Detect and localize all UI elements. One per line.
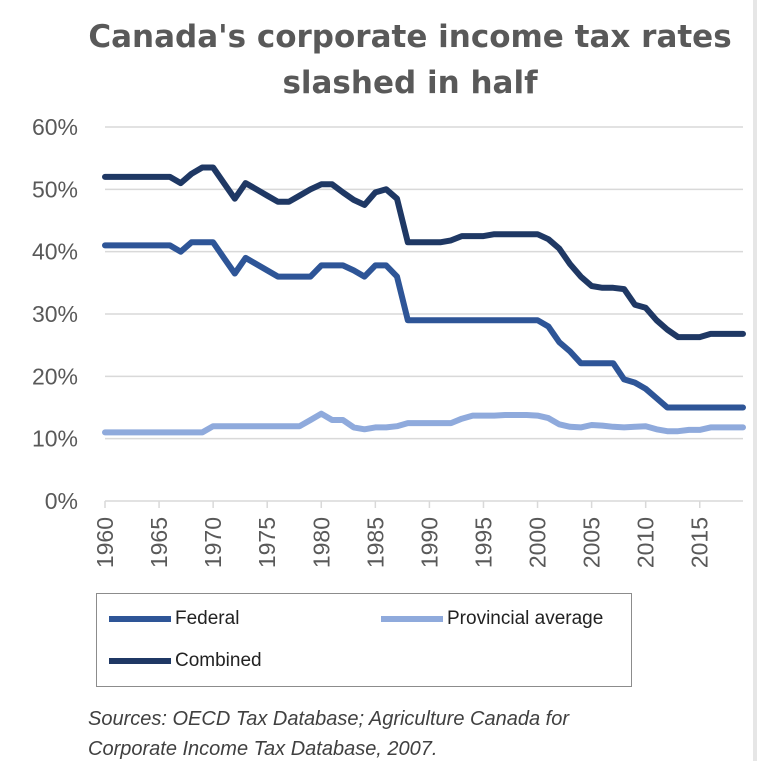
chart-title-line-1: Canada's corporate income tax rates [88, 19, 732, 55]
legend-item-combined: Combined [109, 650, 262, 672]
legend-label-federal: Federal [175, 608, 240, 629]
x-tick-label: 1985 [362, 517, 388, 568]
line-chart: 0% 10% 20% 30% 40% 50% 60% 1960 1965 1970 1975 1980… [32, 114, 746, 568]
series-line-provincial [102, 410, 746, 436]
legend-label-provincial: Provincial average [447, 608, 604, 629]
x-tick-label: 2010 [633, 517, 659, 568]
x-tick-label: 1965 [146, 517, 172, 568]
legend: Federal Provincial average Combined [96, 593, 632, 687]
legend-label-combined: Combined [175, 650, 262, 671]
y-tick-label: 40% [32, 239, 78, 265]
x-tick-label: 1975 [254, 517, 280, 568]
source-note: Sources: OECD Tax Database; Agriculture … [88, 704, 728, 764]
chart-title: Canada's corporate income tax rates slas… [70, 14, 750, 106]
chart-title-line-2: slashed in half [282, 65, 538, 101]
legend-item-provincial: Provincial average [381, 608, 603, 630]
x-tick-label: 1980 [308, 517, 334, 568]
source-line-2: Corporate Income Tax Database, 2007. [88, 738, 438, 760]
legend-swatch-federal [109, 616, 171, 622]
y-tick-label: 20% [32, 363, 78, 389]
y-tick-label: 50% [32, 176, 78, 202]
y-tick-label: 60% [32, 114, 78, 140]
x-tick-label: 1995 [470, 517, 496, 568]
y-tick-label: 0% [45, 488, 78, 514]
x-tick-label: 1970 [200, 517, 226, 568]
source-line-1: Sources: OECD Tax Database; Agriculture … [88, 708, 569, 730]
right-edge-border [753, 0, 757, 761]
legend-swatch-provincial [381, 616, 443, 622]
x-tick-label: 1990 [416, 517, 442, 568]
y-tick-label: 30% [32, 301, 78, 327]
x-tick-label: 2015 [687, 517, 713, 568]
legend-swatch-combined [109, 658, 171, 664]
legend-item-federal: Federal [109, 608, 239, 630]
y-tick-label: 10% [32, 426, 78, 452]
x-tick-label: 2005 [579, 517, 605, 568]
series-line-federal [102, 239, 746, 411]
series-line-combined [102, 164, 746, 341]
x-tick-label: 2000 [525, 517, 551, 568]
x-tick-label: 1960 [92, 517, 118, 568]
